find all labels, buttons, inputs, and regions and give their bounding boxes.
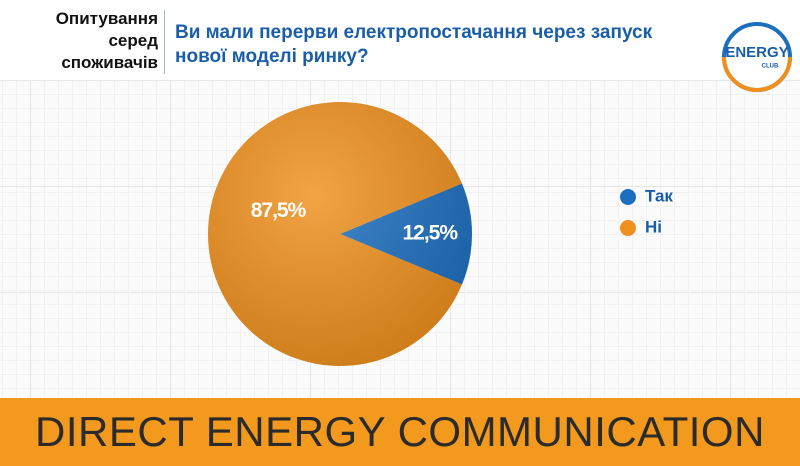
logo-name: ENERGY — [725, 44, 788, 61]
legend-marker — [620, 189, 636, 205]
value-label: 12,5% — [402, 222, 458, 245]
footer: DIRECT ENERGY COMMUNICATION — [0, 398, 800, 466]
logo-arc — [722, 56, 792, 92]
legend-label: Ні — [645, 217, 662, 236]
divider — [164, 10, 165, 74]
footer-text: DIRECT ENERGY COMMUNICATION — [35, 408, 765, 455]
survey-label: Опитування серед споживачів — [55, 9, 158, 72]
value-label: 87,5% — [251, 199, 307, 222]
legend-label: Так — [645, 186, 673, 205]
logo-sub: CLUB — [762, 64, 779, 70]
chart-title: Ви мали перерви електропостачання через … — [175, 22, 653, 67]
chart: ENERGY CLUB 12,5% 87,5% Так Ні — [208, 22, 792, 367]
legend-marker — [620, 220, 636, 236]
logo: ENERGY CLUB — [722, 22, 792, 92]
